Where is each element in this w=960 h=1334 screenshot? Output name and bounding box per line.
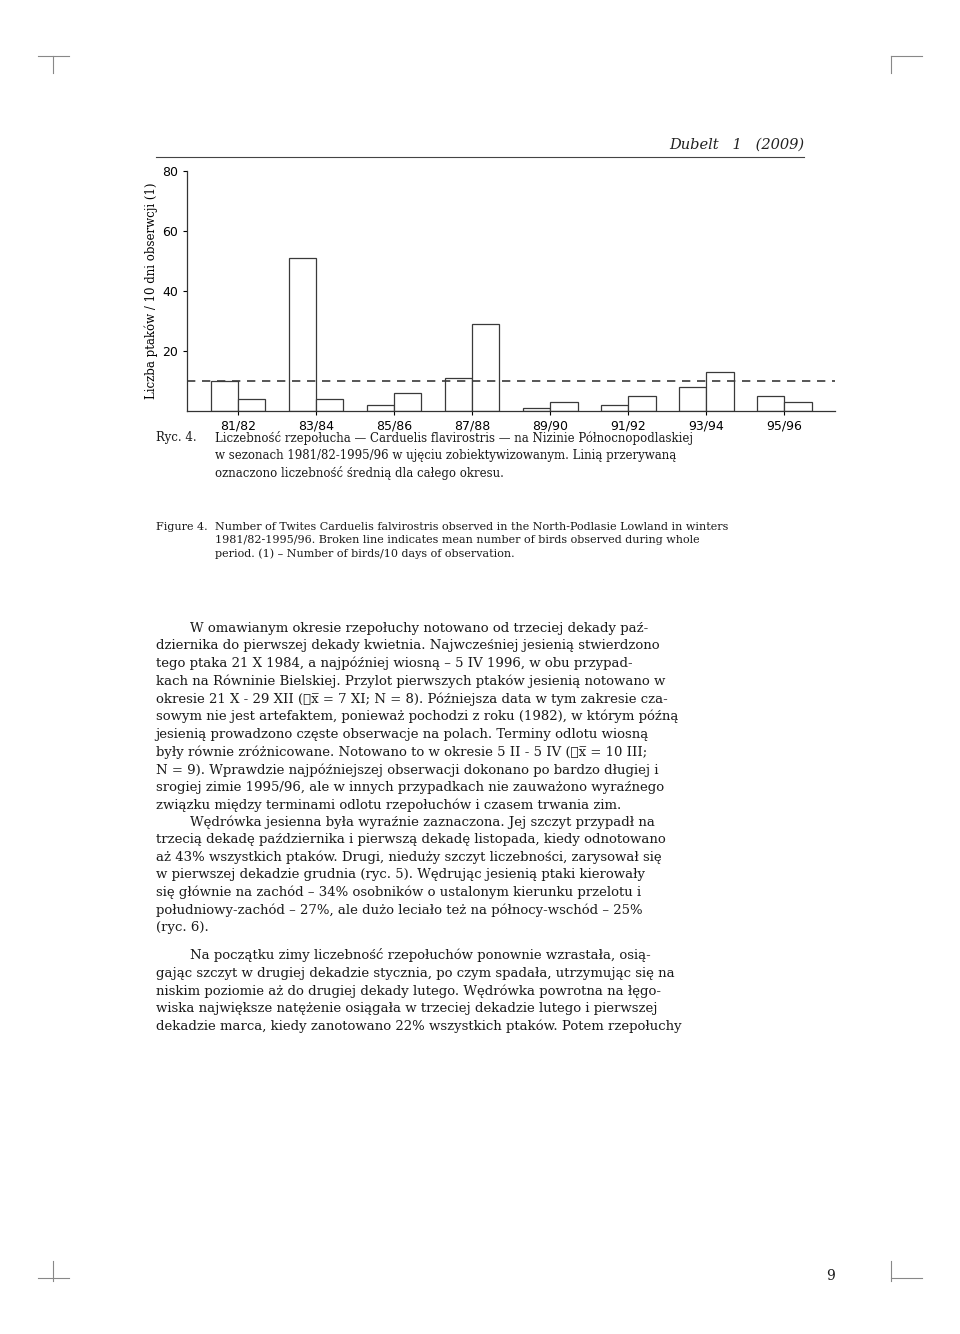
Bar — [707, 372, 733, 411]
Y-axis label: Liczba ptaków / 10 dni obserwcji (1): Liczba ptaków / 10 dni obserwcji (1) — [145, 183, 158, 399]
Bar — [523, 408, 550, 411]
Bar — [550, 402, 578, 411]
Text: Ryc. 4.: Ryc. 4. — [156, 431, 196, 444]
Bar — [289, 257, 316, 411]
Bar — [238, 399, 265, 411]
Bar — [395, 394, 421, 411]
Bar — [601, 406, 628, 411]
Bar — [757, 396, 784, 411]
Text: Na początku zimy liczebność rzepołuchów ponownie wzrastała, osią-
gając szczyt w: Na początku zimy liczebność rzepołuchów … — [156, 948, 682, 1033]
Bar — [628, 396, 656, 411]
Bar — [444, 378, 472, 411]
Text: Liczebność rzepołucha — Carduelis flavirostris — na Nizinie Północnopodlaskiej
w: Liczebność rzepołucha — Carduelis flavir… — [215, 431, 693, 480]
Bar — [472, 324, 499, 411]
Bar — [367, 406, 395, 411]
Text: Number of Twites Carduelis falvirostris observed in the North-Podlasie Lowland i: Number of Twites Carduelis falvirostris … — [215, 522, 729, 559]
Bar — [679, 387, 707, 411]
Bar — [784, 402, 812, 411]
Text: 9: 9 — [827, 1270, 835, 1283]
Text: W omawianym okresie rzepołuchy notowano od trzeciej dekady paź-
dziernika do pie: W omawianym okresie rzepołuchy notowano … — [156, 622, 678, 811]
Text: Figure 4.: Figure 4. — [156, 522, 207, 531]
Bar — [210, 382, 238, 411]
Text: Dubelt   1   (2009): Dubelt 1 (2009) — [669, 139, 804, 152]
Bar — [316, 399, 344, 411]
Text: Wędrówka jesienna była wyraźnie zaznaczona. Jej szczyt przypadł na
trzecią dekad: Wędrówka jesienna była wyraźnie zaznaczo… — [156, 815, 665, 934]
